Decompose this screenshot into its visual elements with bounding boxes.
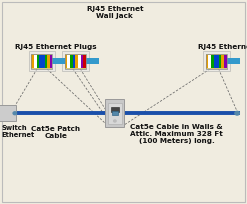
FancyBboxPatch shape	[107, 103, 122, 124]
Bar	[52, 58, 66, 64]
FancyBboxPatch shape	[203, 51, 229, 71]
Bar	[213, 55, 216, 68]
FancyBboxPatch shape	[62, 51, 89, 71]
FancyBboxPatch shape	[0, 105, 16, 121]
Bar	[75, 55, 78, 68]
Bar	[206, 54, 227, 69]
Bar	[227, 58, 240, 64]
Bar	[206, 55, 208, 68]
Circle shape	[13, 112, 17, 115]
Bar	[34, 55, 37, 68]
Bar	[65, 54, 86, 69]
Bar	[224, 55, 226, 68]
FancyBboxPatch shape	[112, 111, 118, 115]
Bar	[83, 55, 86, 68]
Bar	[31, 54, 52, 69]
Bar	[39, 55, 42, 68]
Circle shape	[114, 120, 116, 122]
Bar	[81, 55, 83, 68]
Text: Cat5e Patch
Cable: Cat5e Patch Cable	[31, 126, 80, 140]
Bar	[47, 55, 50, 68]
FancyBboxPatch shape	[28, 51, 56, 71]
Bar	[31, 54, 52, 69]
Text: RJ45 Ethernet
Wall Jack: RJ45 Ethernet Wall Jack	[87, 6, 143, 19]
Bar	[216, 55, 219, 68]
Bar	[37, 55, 39, 68]
Bar	[70, 55, 73, 68]
Bar	[67, 55, 70, 68]
Bar	[65, 55, 67, 68]
Bar	[111, 107, 119, 112]
Bar	[50, 55, 52, 68]
Bar	[86, 58, 99, 64]
Bar	[208, 55, 211, 68]
Bar	[31, 55, 34, 68]
Circle shape	[235, 111, 239, 115]
Text: RJ45 Ethernet Plugs: RJ45 Ethernet Plugs	[15, 44, 97, 50]
Bar	[78, 55, 81, 68]
Text: RJ45 Ethernet: RJ45 Ethernet	[198, 44, 247, 50]
Bar	[206, 54, 227, 69]
Text: Cat5e Cable in Walls &
Attic. Maximum 328 Ft
(100 Meters) long.: Cat5e Cable in Walls & Attic. Maximum 32…	[130, 124, 223, 144]
Bar	[219, 55, 221, 68]
Bar	[211, 55, 213, 68]
Bar	[45, 55, 47, 68]
Bar	[65, 54, 86, 69]
Bar	[42, 55, 45, 68]
Bar	[73, 55, 75, 68]
FancyBboxPatch shape	[105, 99, 124, 127]
Bar	[221, 55, 224, 68]
Text: Switch
Ethernet: Switch Ethernet	[1, 125, 35, 139]
